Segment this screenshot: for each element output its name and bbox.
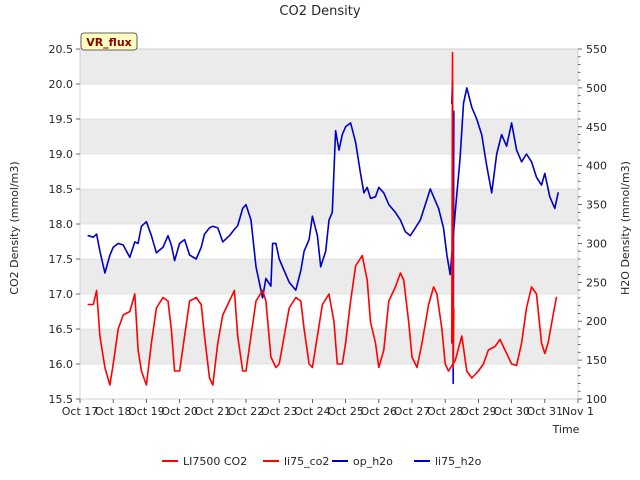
- legend: LI7500 CO2 li75_co2 op_h2o li75_h2o: [162, 455, 482, 468]
- plot-band: [80, 119, 578, 154]
- legend-item: op_h2o: [332, 455, 393, 468]
- right-y-axis-ticks: 100 150 200 250 300 350 400 450 500 550: [578, 43, 607, 406]
- plot-band: [80, 259, 578, 294]
- right-y-tick-label: 350: [586, 199, 607, 212]
- x-tick-label: Oct 20: [161, 405, 198, 418]
- vr-flux-badge: VR_flux: [80, 32, 138, 51]
- left-y-tick-label: 17.0: [49, 288, 74, 301]
- x-tick-label: Nov 1: [562, 405, 594, 418]
- plot-band: [80, 49, 578, 84]
- series-line-li75-co2: [87, 254, 558, 386]
- series-line-li7500-co2: [450, 51, 455, 369]
- left-y-tick-label: 19.5: [49, 113, 74, 126]
- x-tick-label: Oct 27: [394, 405, 431, 418]
- left-y-tick-label: 20.0: [49, 78, 74, 91]
- left-y-tick-label: 17.5: [49, 253, 74, 266]
- series-layer: [87, 51, 559, 386]
- legend-label: li75_h2o: [435, 455, 482, 468]
- left-y-axis-ticks: 15.5 16.0 16.5 17.0 17.5 18.0 18.5 19.0 19.5 20.0…: [49, 43, 80, 406]
- left-y-tick-label: 18.0: [49, 218, 74, 231]
- x-tick-label: Oct 31: [527, 405, 564, 418]
- right-y-tick-label: 300: [586, 237, 607, 250]
- badge-label: VR_flux: [86, 36, 132, 49]
- right-y-tick-label: 450: [586, 121, 607, 134]
- left-y-axis-title: CO2 Density (mmol/m3): [8, 161, 21, 294]
- badge-box: [80, 32, 138, 51]
- x-tick-label: Oct 28: [427, 405, 464, 418]
- x-tick-label: Oct 30: [493, 405, 530, 418]
- right-y-tick-label: 100: [586, 393, 607, 406]
- legend-label: li75_co2: [284, 455, 329, 468]
- x-tick-label: Oct 23: [261, 405, 298, 418]
- right-y-tick-label: 200: [586, 315, 607, 328]
- x-tick-label: Oct 21: [195, 405, 232, 418]
- chart-title: CO2 Density: [279, 4, 360, 19]
- left-y-tick-label: 18.5: [49, 183, 74, 196]
- legend-label: LI7500 CO2: [183, 455, 247, 468]
- right-y-axis-title: H2O Density (mmol/m3): [619, 161, 632, 295]
- x-tick-label: Oct 29: [460, 405, 497, 418]
- x-tick-label: Oct 26: [361, 405, 398, 418]
- x-tick-label: Oct 24: [294, 405, 331, 418]
- legend-item: li75_co2: [263, 455, 329, 468]
- legend-item: LI7500 CO2: [162, 455, 247, 468]
- right-y-tick-label: 250: [586, 276, 607, 289]
- x-tick-label: Oct 22: [228, 405, 265, 418]
- x-axis-title: Time: [552, 423, 580, 436]
- x-tick-label: Oct 17: [62, 405, 99, 418]
- right-y-tick-label: 150: [586, 354, 607, 367]
- right-y-tick-label: 550: [586, 43, 607, 56]
- left-y-tick-label: 20.5: [49, 43, 74, 56]
- left-y-tick-label: 16.0: [49, 358, 74, 371]
- series-line-li75-h2o: [87, 87, 559, 299]
- plot-bands: [80, 49, 578, 364]
- left-y-tick-label: 16.5: [49, 323, 74, 336]
- x-tick-label: Oct 25: [327, 405, 364, 418]
- x-tick-label: Oct 19: [128, 405, 165, 418]
- legend-item: li75_h2o: [414, 455, 482, 468]
- right-y-tick-label: 500: [586, 82, 607, 95]
- left-y-tick-label: 15.5: [49, 393, 74, 406]
- legend-label: op_h2o: [353, 455, 393, 468]
- x-tick-label: Oct 18: [95, 405, 132, 418]
- right-y-tick-label: 400: [586, 160, 607, 173]
- left-y-tick-label: 19.0: [49, 148, 74, 161]
